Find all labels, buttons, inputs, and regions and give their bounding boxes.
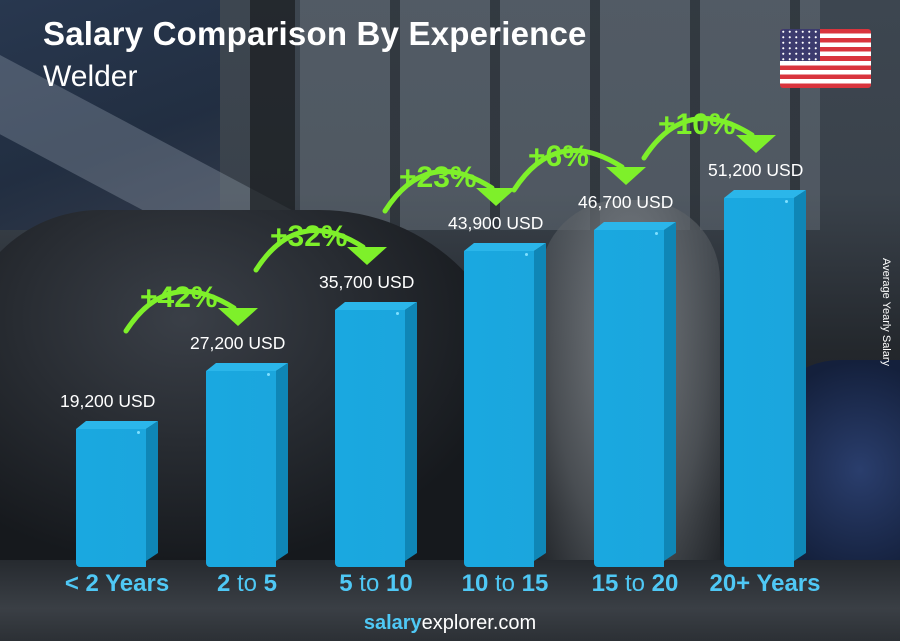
bar-1 <box>76 429 146 567</box>
category-label: 20+ Years <box>695 570 835 598</box>
y-axis-label: Average Yearly Salary <box>880 258 892 367</box>
increase-arrow-icon <box>253 228 387 273</box>
increase-arrow-icon <box>511 148 646 193</box>
us-flag-icon <box>780 29 871 88</box>
value-label: 43,900 USD <box>448 213 544 233</box>
footer-brand[interactable]: salaryexplorer.com <box>0 612 900 635</box>
value-label: 35,700 USD <box>319 272 415 292</box>
category-text: 20 <box>651 570 679 597</box>
increase-arrow-icon <box>641 116 776 161</box>
brand-rest: explorer.com <box>421 612 537 634</box>
increase-arrow-icon <box>382 169 516 214</box>
category-text: to <box>488 570 522 597</box>
change-percent: +23% <box>399 161 477 194</box>
category-label: 10 to 15 <box>435 570 575 598</box>
category-text: 5 <box>339 570 353 597</box>
category-text: 15 <box>591 570 619 597</box>
category-label: 15 to 20 <box>565 570 705 598</box>
category-label: 2 to 5 <box>177 570 317 598</box>
bar-4 <box>464 251 534 567</box>
bar-2 <box>206 371 276 567</box>
category-text: 20+ Years <box>709 570 821 597</box>
change-percent: +10% <box>658 108 736 141</box>
chart-title: Salary Comparison By Experience <box>43 15 587 52</box>
value-label: 46,700 USD <box>578 192 674 212</box>
chart-subtitle: Welder <box>43 60 138 93</box>
category-text: 15 <box>521 570 549 597</box>
category-text: to <box>230 570 264 597</box>
category-text: 2 <box>216 570 231 597</box>
bar-5 <box>594 230 664 567</box>
bar-3 <box>335 310 405 567</box>
value-label: 19,200 USD <box>60 391 156 411</box>
change-percent: +42% <box>140 281 218 314</box>
category-text: 5 <box>263 570 278 597</box>
category-label: < 2 Years <box>47 570 187 598</box>
category-text: to <box>618 570 652 597</box>
brand-salary: salary <box>363 612 422 634</box>
change-percent: +32% <box>270 220 348 253</box>
increase-arrow-icon <box>123 289 258 334</box>
change-percent: +6% <box>528 140 589 173</box>
value-label: 51,200 USD <box>708 160 804 180</box>
value-label: 27,200 USD <box>190 333 286 353</box>
category-text: to <box>352 570 386 597</box>
category-text: < 2 Years <box>64 570 170 597</box>
category-label: 5 to 10 <box>306 570 446 598</box>
bar-6 <box>724 198 794 567</box>
category-text: 10 <box>461 570 489 597</box>
category-text: 10 <box>386 570 413 597</box>
